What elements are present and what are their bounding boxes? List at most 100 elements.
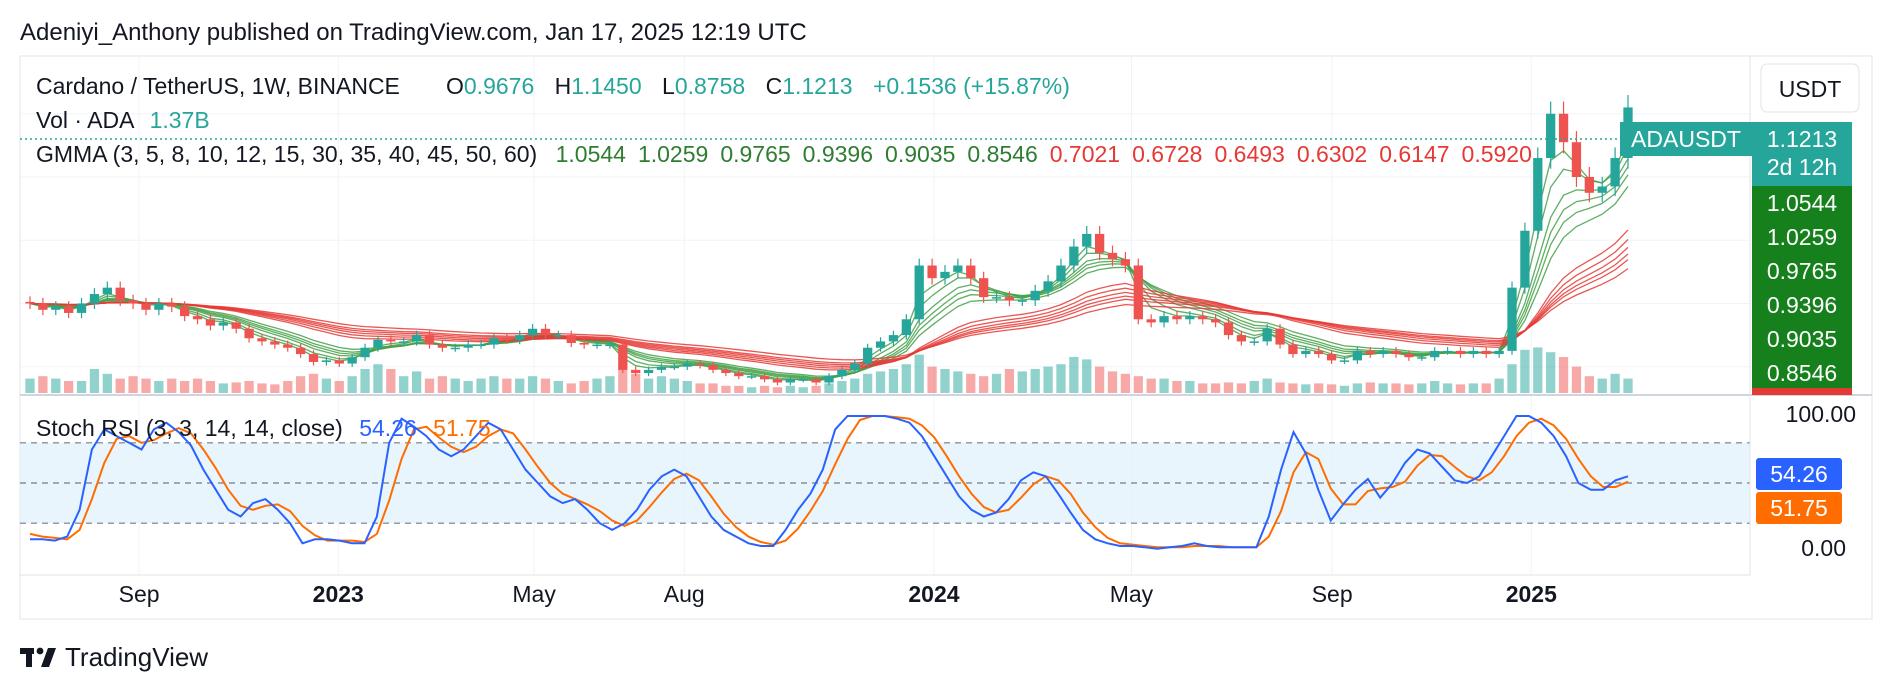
candle-body xyxy=(1185,316,1195,320)
stoch-k-badge-value: 54.26 xyxy=(1770,461,1828,487)
candle xyxy=(51,301,61,316)
volume-bar xyxy=(1094,366,1105,393)
volume-bar xyxy=(463,381,473,393)
candle-body xyxy=(76,303,87,313)
candle xyxy=(1339,356,1350,364)
candle xyxy=(1494,347,1504,358)
gmma-badge-value: 0.9396 xyxy=(1767,292,1837,318)
slow-gmma-badge-edge xyxy=(1752,388,1852,395)
volume-bar xyxy=(38,376,48,393)
candle-body xyxy=(553,335,564,337)
volume-bar xyxy=(605,376,615,393)
currency-button-label[interactable]: USDT xyxy=(1779,76,1842,102)
candle-body xyxy=(850,363,860,370)
volume-bar xyxy=(1236,383,1247,393)
volume-bar xyxy=(991,373,1002,393)
candle xyxy=(1507,281,1517,355)
candle-body xyxy=(1339,360,1350,362)
volume-bar xyxy=(1249,381,1259,393)
volume-bar xyxy=(901,364,911,393)
candle-body xyxy=(167,303,177,307)
candle-body xyxy=(437,344,448,348)
last-price-badge: 1.1213 2d 12h xyxy=(1752,122,1852,186)
tradingview-logo[interactable]: TradingView xyxy=(20,642,208,672)
volume-bar xyxy=(1030,369,1040,393)
candle-body xyxy=(1430,350,1440,358)
candle xyxy=(966,258,976,285)
candle xyxy=(527,324,538,340)
candle xyxy=(1172,311,1182,325)
volume-bar xyxy=(154,381,164,393)
candle-body xyxy=(463,344,473,348)
candle-body xyxy=(231,322,241,329)
volume-bar xyxy=(1107,371,1118,393)
candle-body xyxy=(411,335,422,342)
volume-bar xyxy=(579,381,589,393)
candle-body xyxy=(1455,350,1466,355)
volume-bar xyxy=(669,378,679,393)
candle xyxy=(115,281,125,306)
currency-button[interactable]: USDT xyxy=(1760,63,1860,113)
volume-bar xyxy=(1520,349,1530,393)
candle-body xyxy=(785,379,795,383)
volume-bar xyxy=(1378,383,1388,393)
candle-body xyxy=(695,363,705,366)
candle xyxy=(618,340,628,374)
volume-bar xyxy=(1417,383,1427,393)
tradingview-brand-name[interactable]: TradingView xyxy=(65,642,208,672)
candle-body xyxy=(347,357,357,364)
volume-bar xyxy=(1481,383,1491,393)
candle-body xyxy=(1223,322,1234,336)
candle xyxy=(231,317,241,334)
time-axis-label: 2023 xyxy=(313,581,364,607)
volume-bar xyxy=(1056,364,1066,393)
candle-body xyxy=(579,342,589,345)
candle xyxy=(553,330,564,340)
volume-bar xyxy=(811,385,821,393)
candle-body xyxy=(772,379,783,383)
volume-bar xyxy=(940,369,950,393)
candle xyxy=(373,335,383,352)
candle-body xyxy=(1159,316,1169,323)
volume-bar xyxy=(682,381,692,393)
stoch-rsi-k-line xyxy=(30,415,1629,550)
countdown-value: 2d 12h xyxy=(1767,154,1837,180)
volume-bar xyxy=(566,383,576,393)
last-price-value: 1.1213 xyxy=(1767,126,1837,152)
candle-body xyxy=(1056,265,1066,282)
gmma-legend-value: 0.9396 xyxy=(803,141,873,167)
gmma-line-60 xyxy=(29,268,1629,361)
candle-body xyxy=(605,344,615,347)
candle-body xyxy=(1494,350,1504,355)
volume-bar xyxy=(798,387,808,393)
candle xyxy=(1558,101,1569,154)
candle-body xyxy=(1391,350,1401,355)
candle-body xyxy=(1533,158,1543,231)
candle-body xyxy=(979,278,989,298)
candle-body xyxy=(1069,246,1079,266)
candle xyxy=(502,333,512,345)
candle xyxy=(1468,347,1478,358)
candle xyxy=(154,297,164,316)
candle xyxy=(25,296,35,309)
volume-bar xyxy=(824,383,834,393)
candle-body xyxy=(1094,233,1105,253)
candle-body xyxy=(102,287,112,294)
volume-bar xyxy=(141,378,151,393)
candle-body xyxy=(1262,328,1272,342)
candle xyxy=(180,301,190,322)
volume-bar xyxy=(863,373,873,393)
candle xyxy=(424,330,435,349)
volume-bar xyxy=(218,383,228,393)
stoch-d-badge-value: 51.75 xyxy=(1770,495,1828,521)
candle xyxy=(1481,347,1491,358)
candle-body xyxy=(1146,319,1156,323)
candle-body xyxy=(1417,357,1427,359)
candle-body xyxy=(244,328,254,339)
candle-body xyxy=(527,328,538,336)
candle xyxy=(386,335,396,346)
gmma-badges: 1.0544 1.0259 0.9765 0.9396 0.9035 0.8546 xyxy=(1752,186,1852,390)
volume-bar xyxy=(1610,373,1620,393)
volume-bar xyxy=(515,378,525,393)
